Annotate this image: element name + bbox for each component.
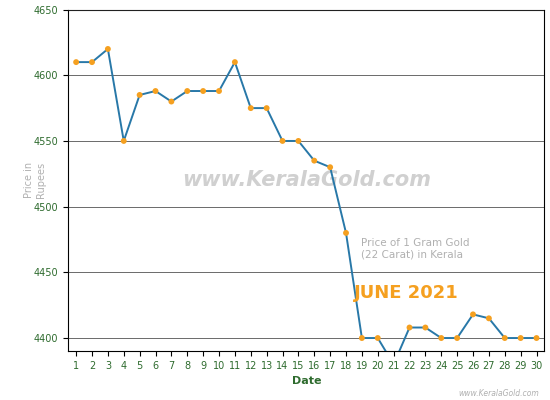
Point — [294, 138, 303, 144]
Point — [214, 88, 223, 94]
Point — [103, 46, 112, 52]
X-axis label: Date: Date — [292, 376, 321, 386]
Point — [469, 311, 477, 318]
Point — [358, 335, 366, 341]
Point — [405, 324, 414, 331]
Point — [183, 88, 191, 94]
Point — [230, 59, 239, 65]
Point — [532, 335, 541, 341]
Text: Price in
Rupees: Price in Rupees — [24, 162, 46, 198]
Point — [167, 98, 176, 105]
Point — [342, 230, 350, 236]
Point — [151, 88, 160, 94]
Text: www.KeralaGold.com: www.KeralaGold.com — [182, 170, 431, 190]
Point — [119, 138, 128, 144]
Point — [500, 335, 509, 341]
Text: www.KeralaGold.com: www.KeralaGold.com — [458, 389, 539, 398]
Point — [453, 335, 461, 341]
Point — [485, 315, 493, 322]
Point — [262, 105, 271, 111]
Point — [87, 59, 96, 65]
Text: JUNE 2021: JUNE 2021 — [354, 284, 459, 302]
Point — [278, 138, 287, 144]
Text: Price of 1 Gram Gold
(22 Carat) in Kerala: Price of 1 Gram Gold (22 Carat) in Keral… — [361, 238, 470, 260]
Point — [72, 59, 80, 65]
Point — [437, 335, 446, 341]
Point — [326, 164, 334, 170]
Point — [421, 324, 430, 331]
Point — [516, 335, 525, 341]
Point — [135, 92, 144, 98]
Point — [310, 158, 318, 164]
Point — [199, 88, 207, 94]
Point — [246, 105, 255, 111]
Point — [373, 335, 382, 341]
Point — [389, 361, 398, 368]
